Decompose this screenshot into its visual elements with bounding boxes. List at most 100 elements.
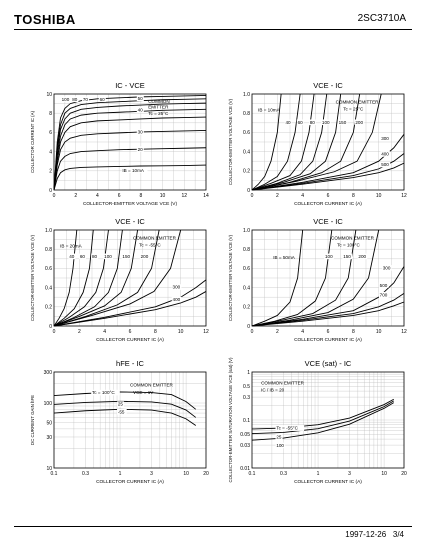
y-tick-label: 0.2 — [243, 305, 250, 311]
chart-annotation: VCE = 1V — [133, 390, 154, 395]
x-tick-label: 8 — [154, 329, 157, 335]
x-tick-label: 10 — [376, 193, 382, 199]
series-line — [251, 134, 405, 191]
footer-date: 1997-12-26 — [345, 530, 387, 539]
curve-label: 150 — [122, 254, 130, 259]
x-tick-label: 12 — [203, 329, 209, 335]
x-tick-label: 10 — [178, 329, 184, 335]
x-tick-label: 0 — [53, 193, 56, 199]
series-line — [251, 266, 405, 327]
x-tick-label: 10 — [376, 329, 382, 335]
x-tick-label: 4 — [301, 329, 304, 335]
curve-label-bg — [381, 265, 392, 271]
x-tick-label: 20 — [401, 471, 407, 477]
y-tick-label: 0.2 — [243, 169, 250, 175]
y-tick-label: 100 — [44, 401, 53, 407]
series-line — [53, 229, 182, 327]
series-line — [53, 229, 109, 327]
curve-label: 25 — [118, 402, 124, 407]
curve-label: 30 — [138, 129, 144, 134]
y-tick-label: 0.4 — [45, 285, 52, 291]
series-line — [53, 147, 207, 191]
chart-title: VCE - IC — [115, 217, 145, 226]
series-line — [251, 93, 301, 191]
y-axis-label: COLLECTOR-EMITTER SATURATION VOLTAGE VCE… — [228, 357, 233, 483]
y-tick-label: 6 — [49, 130, 52, 136]
x-axis-label: COLLECTOR CURRENT IC (A) — [294, 337, 362, 343]
series-line — [53, 279, 207, 327]
y-tick-label: 0.6 — [243, 266, 250, 272]
y-tick-label: 0.3 — [243, 395, 250, 401]
curve-label: 60 — [80, 254, 86, 259]
curve-label-bg — [171, 296, 182, 303]
series-line — [251, 229, 304, 327]
footer-date-page: 1997-12-26 3/4 — [345, 530, 404, 539]
curve-label-bg — [378, 291, 389, 298]
x-tick-label: 10 — [381, 471, 387, 477]
series-line — [251, 229, 357, 327]
plot-frame — [251, 229, 405, 327]
curve-label: IB = 10mA — [122, 168, 145, 173]
curve-label: 40 — [138, 107, 144, 112]
curve-label: 25 — [276, 434, 282, 439]
y-axis-label: COLLECTOR CURRENT IC (A) — [30, 110, 35, 173]
y-tick-label: 0.8 — [243, 247, 250, 253]
footer-rule — [14, 526, 412, 527]
x-tick-label: 3 — [348, 471, 351, 477]
curve-label-bg — [136, 107, 144, 113]
y-tick-label: 1.0 — [243, 92, 250, 98]
chart-svg-0: IC - VCE 0 2 4 6 8 10 12 14 0 2 4 6 8 10 COLLECTOR-EMIT… — [30, 81, 209, 207]
x-tick-label: 2 — [78, 329, 81, 335]
curve-label: 200 — [358, 254, 366, 259]
curve-label-bg — [275, 442, 286, 449]
y-axis-label: COLLECTOR-EMITTER VOLTAGE VCE (V) — [30, 234, 35, 321]
chart-annotation: Tc = 100°C — [337, 242, 360, 247]
x-tick-label: 0.1 — [249, 471, 256, 477]
x-axis-label: COLLECTOR CURRENT IC (A) — [294, 201, 362, 207]
curve-label-bg — [337, 119, 348, 126]
x-tick-label: 6 — [327, 329, 330, 335]
x-tick-label: 8 — [139, 193, 142, 199]
chart-title: VCE (sat) - IC — [305, 359, 352, 368]
curve-label-bg — [136, 95, 144, 102]
curve-label-bg — [68, 253, 76, 260]
curve-label-bg — [284, 119, 292, 126]
plot-frame — [251, 371, 405, 469]
series-line — [251, 301, 405, 327]
y-tick-label: 0 — [247, 324, 250, 330]
curve-label-bg — [79, 253, 87, 260]
series-line — [53, 229, 94, 327]
x-tick-label: 2 — [74, 193, 77, 199]
series-line — [53, 102, 207, 191]
curve-label: 100 — [276, 443, 284, 448]
chart-annotation: COMMON — [148, 99, 169, 104]
curve-label: 500 — [381, 162, 389, 167]
x-tick-label: 2 — [276, 193, 279, 199]
x-axis-label: COLLECTOR CURRENT IC (A) — [96, 479, 164, 485]
y-tick-label: 1 — [247, 370, 250, 376]
x-tick-label: 0.3 — [280, 471, 287, 477]
curve-label: 100 — [325, 254, 333, 259]
series-line — [53, 229, 160, 327]
x-tick-label: 10 — [183, 471, 189, 477]
curve-label-bg — [357, 253, 368, 260]
curve-label: Tc = 100°C — [92, 390, 115, 395]
plot-frame — [251, 93, 405, 191]
curve-label-bg — [91, 253, 99, 260]
curve-label: 100 — [322, 120, 330, 125]
series-line — [251, 93, 342, 191]
chart-svg-2: VCE - IC 0 2 4 6 8 10 12 0 0.2 0.4 0.6 0.8 1.0 COLLECT… — [30, 217, 209, 343]
y-tick-label: 50 — [46, 420, 52, 426]
series-line — [53, 291, 207, 327]
x-tick-label: 6 — [118, 193, 121, 199]
chart-annotation: COMMON EMITTER — [336, 100, 380, 105]
chart-svg-4: hFE - IC 0.1 0.3 1 3 10 20 10 30 50 100 300 COLLECTO… — [30, 359, 209, 485]
curve-label: 200 — [355, 120, 363, 125]
y-tick-label: 0.4 — [243, 149, 250, 155]
plot-frame — [53, 229, 207, 327]
series-line — [53, 391, 197, 410]
curve-label: 400 — [173, 297, 181, 302]
chart-svg-5: VCE (sat) - IC 0.1 0.3 1 3 10 20 0.01 0.03 0.05 0.… — [228, 357, 407, 485]
y-tick-label: 0 — [49, 324, 52, 330]
x-tick-label: 4 — [96, 193, 99, 199]
